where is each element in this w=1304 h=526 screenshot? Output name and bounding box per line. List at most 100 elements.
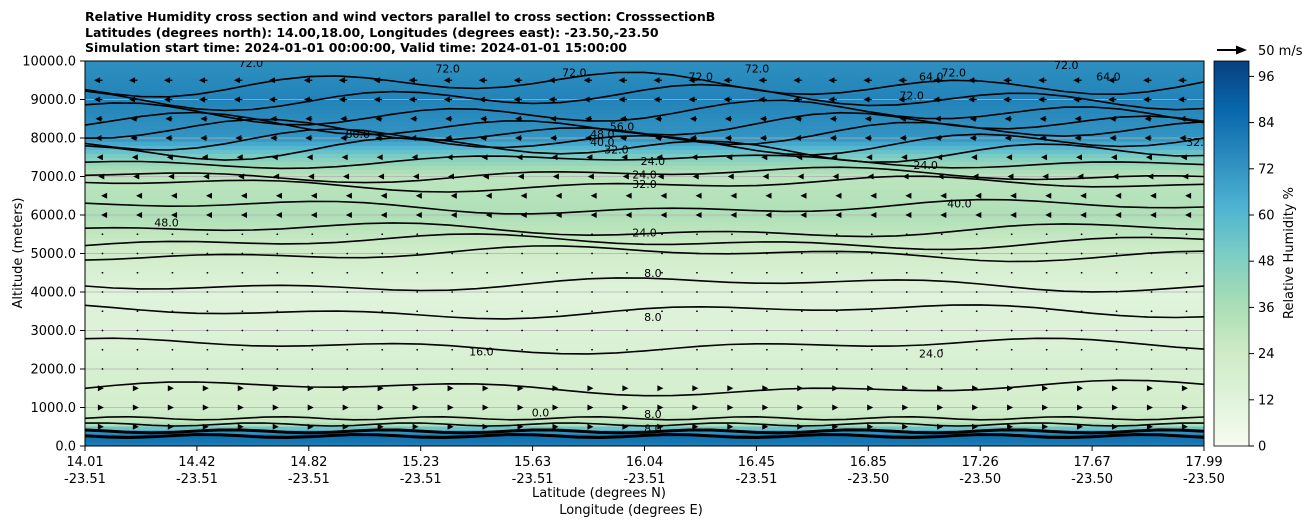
wind-vector bbox=[1185, 233, 1188, 236]
wind-vector-head bbox=[130, 135, 137, 141]
wind-vector-head bbox=[237, 385, 244, 392]
rh-band bbox=[85, 225, 1204, 231]
contour-line bbox=[85, 245, 1204, 263]
wind-vector-head bbox=[520, 212, 527, 218]
wind-vector-head bbox=[969, 115, 976, 122]
contour-label: 64.0 bbox=[1096, 70, 1121, 83]
wind-vector-head bbox=[447, 423, 454, 430]
y-axis: 0.0 1000.0 2000.0 3000.0 4000.0 5000.0 6000.0 7… bbox=[22, 55, 85, 455]
x-tick-label-lon: -23.51 bbox=[400, 472, 442, 487]
wind-vector bbox=[1045, 348, 1048, 351]
wind-vector bbox=[1010, 329, 1013, 332]
wind-vector-head bbox=[272, 404, 279, 411]
wind-vector-head bbox=[870, 192, 877, 199]
rh-band bbox=[85, 353, 1204, 359]
wind-vector-head bbox=[1042, 404, 1049, 411]
contour-line bbox=[85, 379, 1204, 397]
colorbar-tick-label: 0 bbox=[1258, 440, 1266, 455]
wind-vector-head bbox=[167, 404, 174, 411]
wind-vector-head bbox=[550, 115, 557, 122]
wind-vector-head bbox=[618, 96, 625, 103]
wind-vector bbox=[1115, 348, 1118, 351]
wind-vector bbox=[276, 368, 279, 370]
wind-vector-head bbox=[171, 212, 178, 218]
wind-vector bbox=[381, 329, 384, 332]
rh-band bbox=[85, 121, 1204, 126]
wind-vector bbox=[276, 252, 279, 255]
wind-vector bbox=[311, 329, 314, 332]
wind-vector bbox=[171, 291, 174, 293]
wind-vector-head bbox=[1077, 423, 1084, 430]
wind-vector bbox=[346, 271, 349, 274]
rh-band bbox=[85, 237, 1204, 243]
colorbar-tick-label: 72 bbox=[1258, 162, 1275, 177]
wind-vector-head bbox=[517, 423, 524, 430]
x-tick-label-lon: -23.51 bbox=[512, 472, 554, 487]
wind-vector-head bbox=[552, 423, 559, 430]
y-tick-label: 9000.0 bbox=[31, 93, 77, 108]
rh-band bbox=[85, 173, 1204, 178]
wind-vector-head bbox=[898, 77, 905, 84]
wind-vector-head bbox=[1074, 115, 1081, 122]
wind-vector-head bbox=[794, 115, 801, 122]
wind-vector-head bbox=[590, 192, 597, 199]
wind-vector bbox=[626, 310, 628, 313]
colorbar-tick-label: 96 bbox=[1258, 70, 1275, 85]
wind-vector bbox=[731, 329, 733, 332]
wind-vector-head bbox=[205, 212, 212, 218]
x-tick-label-lat: 14.82 bbox=[290, 455, 327, 470]
wind-vector-head bbox=[765, 212, 772, 218]
wind-vector bbox=[1185, 252, 1188, 255]
x-tick-label-lat: 15.23 bbox=[402, 455, 439, 470]
wind-vector bbox=[905, 348, 908, 351]
x-tick-label-lon: -23.51 bbox=[64, 472, 106, 487]
wind-vector-head bbox=[131, 154, 138, 161]
wind-vector-head bbox=[551, 154, 558, 161]
wind-vector bbox=[1185, 368, 1188, 370]
colorbar-tick-label: 24 bbox=[1258, 347, 1275, 362]
wind-vector bbox=[346, 329, 349, 332]
wind-vector-head bbox=[166, 154, 173, 161]
contour-labels: 72.0 72.0 72.0 72.072.072.072.072.064.0 64.0… bbox=[154, 61, 1204, 436]
rh-band bbox=[85, 425, 1204, 431]
rh-band bbox=[85, 149, 1204, 154]
wind-vector bbox=[1080, 252, 1083, 255]
wind-vector-head bbox=[446, 154, 453, 161]
wind-vector-head bbox=[758, 77, 765, 84]
wind-vector bbox=[940, 368, 943, 370]
wind-vector-head bbox=[478, 77, 485, 84]
wind-vector bbox=[101, 252, 104, 255]
wind-vector bbox=[696, 348, 698, 351]
wind-vector bbox=[171, 310, 174, 313]
wind-vector-head bbox=[555, 192, 562, 199]
rh-band bbox=[85, 249, 1204, 255]
wind-vector bbox=[975, 271, 978, 274]
wind-vector-head bbox=[1004, 115, 1011, 122]
wind-vector-head bbox=[164, 96, 171, 103]
wind-vector bbox=[346, 291, 349, 293]
wind-vector-head bbox=[271, 154, 278, 161]
y-axis-label: Altitude (meters) bbox=[11, 198, 26, 309]
rh-band bbox=[85, 205, 1204, 210]
wind-key-label: 50 m/s bbox=[1258, 44, 1303, 59]
wind-vector bbox=[521, 368, 524, 370]
rh-band bbox=[85, 169, 1204, 174]
rh-band bbox=[85, 337, 1204, 343]
wind-vector-head bbox=[969, 135, 976, 141]
wind-vector bbox=[591, 329, 593, 332]
wind-vector-head bbox=[303, 96, 310, 103]
x-axis: 14.01 -23.51 14.42 -23.51 14.82 -23.51 15.23 -2… bbox=[64, 446, 1225, 487]
wind-vector bbox=[556, 329, 558, 332]
wind-vector bbox=[381, 233, 384, 236]
wind-vector-head bbox=[724, 135, 731, 141]
wind-vector-head bbox=[412, 385, 419, 392]
x-tick-label-lon: -23.51 bbox=[176, 472, 218, 487]
wind-vector-head bbox=[933, 77, 940, 84]
wind-key: 50 m/s bbox=[1217, 44, 1303, 59]
wind-vector-head bbox=[341, 154, 348, 161]
wind-vector-head bbox=[1038, 77, 1045, 84]
rh-band bbox=[85, 285, 1204, 291]
wind-vector-head bbox=[171, 192, 178, 199]
rh-band bbox=[85, 381, 1204, 387]
wind-vector-head bbox=[342, 385, 349, 392]
